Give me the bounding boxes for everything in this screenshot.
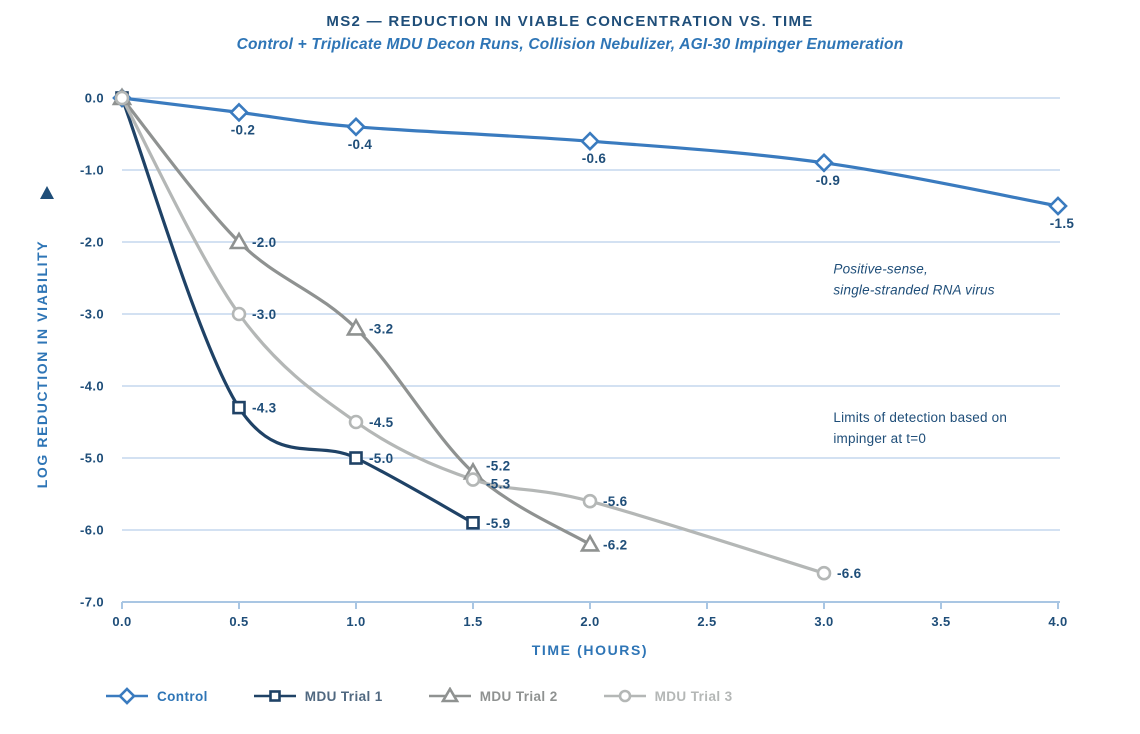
mdu-trial-3-marker (582, 493, 598, 509)
data-point-label: -4.5 (369, 415, 394, 430)
mdu-trial-2-points (111, 87, 601, 552)
y-tick-label: 0.0 (85, 91, 104, 106)
legend-label-control: Control (157, 688, 208, 704)
mdu-trial-2-marker (228, 231, 250, 250)
y-tick-label: -2.0 (80, 235, 104, 250)
legend-triangle-marker (440, 687, 459, 703)
data-point-label: -5.9 (486, 516, 510, 531)
triangle-up-icon (40, 186, 54, 199)
legend-item-mdu-trial-1: MDU Trial 1 (252, 687, 383, 705)
y-tick-label: -1.0 (80, 163, 104, 178)
data-point-label: -0.6 (582, 151, 607, 166)
data-point-label: -3.0 (252, 307, 276, 322)
control-diamond-icon (106, 687, 148, 705)
x-tick-label: 3.5 (931, 614, 950, 629)
y-axis-title: LOG REDUCTION IN VIABILITY (34, 240, 50, 489)
data-point-label: -1.5 (1050, 216, 1075, 231)
x-tick-label: 1.5 (463, 614, 482, 629)
chart-title: MS2 — REDUCTION IN VIABLE CONCENTRATION … (326, 13, 814, 30)
x-tick-label: 0.0 (112, 614, 131, 629)
y-tick-label: -6.0 (80, 523, 104, 538)
mdu-trial-1-marker (349, 451, 363, 465)
legend-diamond-marker (118, 687, 136, 705)
legend-item-mdu-trial-2: MDU Trial 2 (427, 687, 558, 705)
data-point-label: -0.2 (231, 122, 255, 137)
y-tick-label: -7.0 (80, 595, 104, 610)
annotation-text: Limits of detection based on (833, 410, 1007, 425)
mdu-trial-3-marker (114, 90, 130, 106)
mdu-trial-1-square-icon (253, 690, 296, 702)
legend-label-mdu-trial-1: MDU Trial 1 (304, 688, 383, 704)
mdu-trial-2-triangle-icon (428, 687, 471, 703)
y-tick-label: -5.0 (80, 451, 104, 466)
x-axis-title: TIME (HOURS) (532, 642, 648, 658)
mdu-trial-3-marker (816, 565, 832, 581)
x-tick-label: 0.5 (229, 614, 248, 629)
data-point-label: -6.2 (603, 537, 627, 552)
data-point-label: -3.2 (369, 321, 393, 336)
x-tick-label: 4.0 (1048, 614, 1067, 629)
data-point-label: -5.6 (603, 494, 628, 509)
mdu-trial-2-marker (579, 533, 601, 552)
data-point-label: -4.3 (252, 401, 277, 416)
mdu-trial-1-marker (466, 515, 480, 530)
data-point-label: -5.2 (486, 458, 510, 473)
chart-subtitle: Control + Triplicate MDU Decon Runs, Col… (236, 36, 904, 53)
data-point-label: -5.3 (486, 477, 511, 492)
mdu-trial-1-marker (232, 400, 246, 415)
legend-item-control: Control (104, 687, 208, 705)
control-marker (346, 116, 366, 137)
mdu-trial-2-marker (345, 317, 367, 336)
control-marker (814, 152, 834, 173)
mdu-trial-3-circle-icon (603, 689, 646, 703)
x-tick-label: 1.0 (346, 614, 365, 629)
mdu-trial-3-marker (348, 414, 364, 430)
mdu-trial-3-marker (231, 306, 247, 322)
legend-item-mdu-trial-3: MDU Trial 3 (602, 687, 733, 705)
mdu-trial-1-points (115, 91, 480, 530)
control-marker (229, 102, 249, 123)
control-marker (580, 131, 600, 152)
x-tick-label: 2.0 (580, 614, 599, 629)
y-tick-label: -3.0 (80, 307, 104, 322)
mdu-trial-3-points (114, 90, 832, 581)
y-tick-label: -4.0 (80, 379, 104, 394)
legend: Control MDU Trial 1 MDU Trial 2 MDU Tria… (104, 687, 733, 705)
legend-circle-marker (618, 689, 631, 703)
annotation-text: impinger at t=0 (833, 431, 926, 446)
data-point-label: -2.0 (252, 235, 276, 250)
mdu-trial-3-marker (465, 472, 481, 487)
data-point-label: -5.0 (369, 451, 393, 466)
x-tick-label: 3.0 (814, 614, 833, 629)
legend-label-mdu-trial-2: MDU Trial 2 (479, 688, 558, 704)
annotation-text: Positive-sense, (833, 262, 928, 277)
mdu-trial-1-line (120, 96, 475, 525)
gridlines (121, 97, 1060, 609)
legend-square-marker (268, 690, 281, 702)
x-tick-label: 2.5 (697, 614, 716, 629)
annotation-text: single-stranded RNA virus (833, 283, 994, 298)
data-point-label: -0.4 (348, 137, 373, 152)
control-marker (1048, 196, 1068, 216)
data-point-label: -0.9 (816, 173, 840, 188)
legend-label-mdu-trial-3: MDU Trial 3 (654, 688, 733, 704)
data-point-label: -6.6 (837, 566, 862, 581)
mdu-trial-3-line (120, 96, 826, 575)
